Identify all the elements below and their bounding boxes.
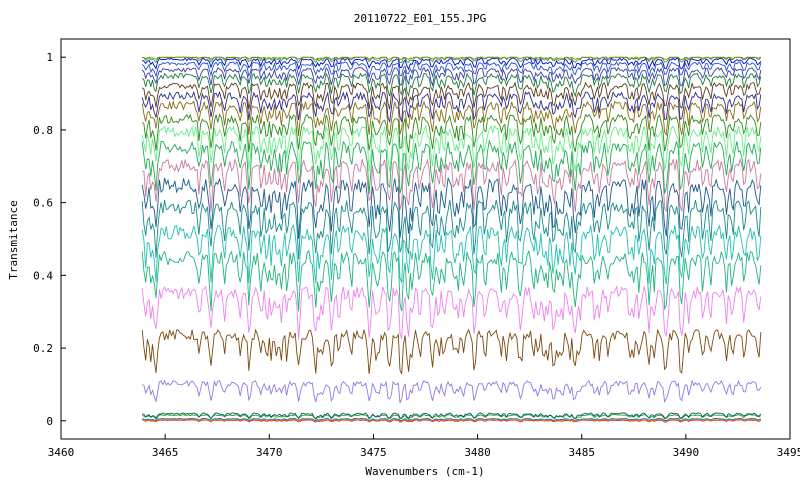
- series-line: [141, 72, 762, 98]
- y-tick-label: 0.4: [33, 269, 53, 282]
- series-line: [142, 412, 762, 420]
- y-axis: 0 0.2 0.4 0.6 0.8 1: [33, 51, 66, 428]
- y-tick-label: 1: [46, 51, 53, 64]
- series-line: [141, 66, 762, 87]
- series-line: [141, 176, 762, 239]
- series-line: [141, 414, 762, 420]
- series-line: [141, 249, 762, 312]
- x-tick-label: 3460: [48, 446, 75, 459]
- x-axis: 3460 3465 3470 3475 3480 3485 3490 3495: [48, 434, 800, 459]
- series-line: [141, 139, 762, 194]
- x-axis-title: Wavenumbers (cm-1): [365, 465, 484, 478]
- y-tick-label: 0.6: [33, 197, 53, 210]
- x-tick-label: 3480: [464, 446, 491, 459]
- series-line: [141, 81, 762, 110]
- x-tick-label: 3490: [673, 446, 700, 459]
- series-line: [141, 379, 762, 404]
- series-line: [141, 124, 762, 172]
- series-line: [141, 224, 762, 285]
- series-line: [141, 60, 762, 79]
- series-line: [141, 199, 762, 260]
- y-tick-label: 0: [46, 415, 53, 428]
- x-tick-label: 3470: [256, 446, 283, 459]
- x-tick-label: 3465: [152, 446, 179, 459]
- series-line: [141, 100, 762, 136]
- series-layer: [141, 56, 762, 423]
- series-line: [142, 57, 762, 71]
- series-line: [141, 284, 762, 340]
- plot-frame: [60, 38, 791, 440]
- series-line: [141, 328, 762, 375]
- series-line: [141, 113, 762, 153]
- series-line: [142, 56, 761, 61]
- x-tick-label: 3485: [568, 446, 595, 459]
- y-tick-label: 0.8: [33, 124, 53, 137]
- y-tick-label: 0.2: [33, 342, 53, 355]
- y-axis-title: Transmitance: [7, 200, 20, 279]
- series-line: [142, 417, 762, 422]
- x-tick-label: 3495: [777, 446, 800, 459]
- series-line: [141, 90, 762, 124]
- x-tick-label: 3475: [360, 446, 387, 459]
- chart-title: 20110722_E01_155.JPG: [354, 12, 486, 25]
- series-line: [142, 419, 761, 423]
- series-line: [142, 157, 762, 213]
